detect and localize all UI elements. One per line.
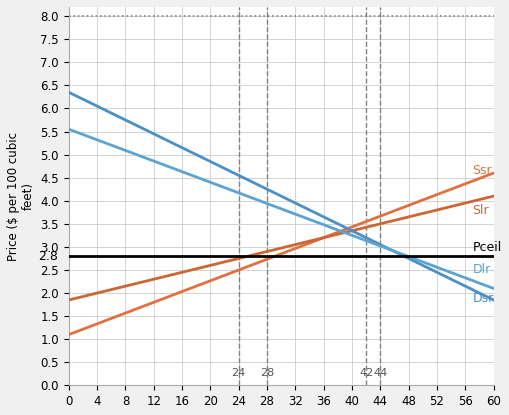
Text: 2.8: 2.8 xyxy=(38,250,58,263)
Text: Dlr: Dlr xyxy=(471,263,490,276)
Text: Ssr: Ssr xyxy=(471,164,491,176)
Text: Pceil: Pceil xyxy=(471,241,500,254)
Y-axis label: Price ($ per 100 cubic
feet): Price ($ per 100 cubic feet) xyxy=(7,132,35,261)
Text: Dsr: Dsr xyxy=(471,292,493,305)
Text: 24: 24 xyxy=(231,369,245,378)
Text: 28: 28 xyxy=(260,369,274,378)
Text: 42: 42 xyxy=(358,369,373,378)
Text: Slr: Slr xyxy=(471,204,488,217)
Text: 44: 44 xyxy=(373,369,387,378)
